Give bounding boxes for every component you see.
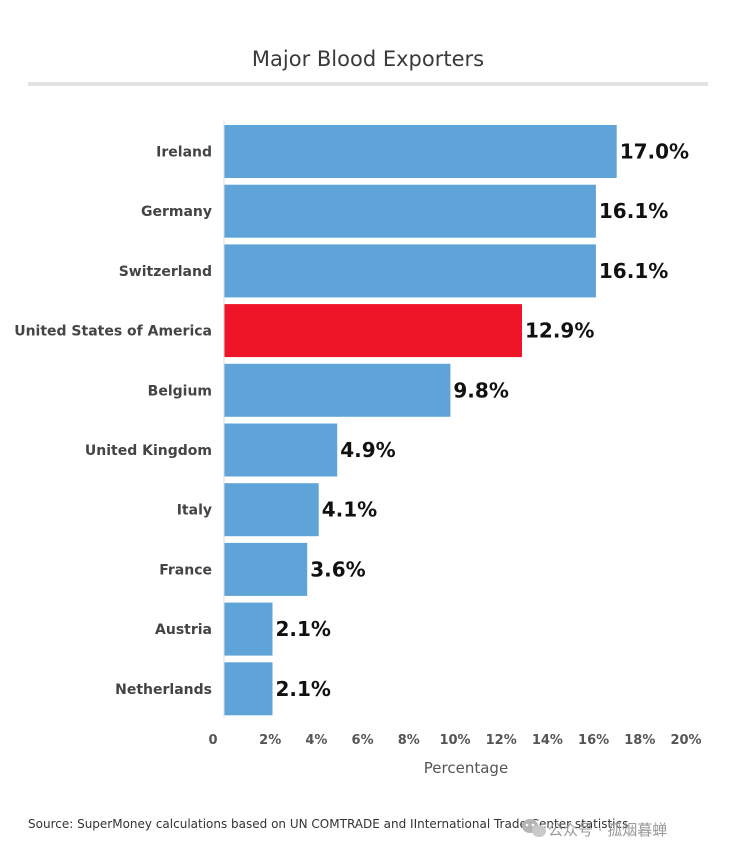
x-tick-label-2: 2% xyxy=(259,733,281,748)
category-label-united-states-of-america: United States of America xyxy=(14,324,212,340)
value-label-ireland: 17.0% xyxy=(620,140,689,164)
watermark-text: 公众号 · 孤烟暮蝉 xyxy=(548,821,667,839)
x-axis-title: Percentage xyxy=(424,759,508,777)
bar-austria xyxy=(224,602,273,656)
value-label-united-states-of-america: 12.9% xyxy=(525,319,594,343)
value-label-netherlands: 2.1% xyxy=(276,677,331,701)
x-tick-label-4: 4% xyxy=(305,733,327,748)
x-tick-label-6: 6% xyxy=(352,733,374,748)
x-tick-label-16: 16% xyxy=(578,733,609,748)
category-label-france: France xyxy=(159,562,212,578)
x-tick-label-0: 0 xyxy=(208,733,217,748)
category-label-united-kingdom: United Kingdom xyxy=(85,443,212,459)
bar-netherlands xyxy=(224,662,273,716)
value-labels: 17.0% 16.1% 16.1% 12.9% 9.8% 4.9% 4.1% 3.6% 2.1%… xyxy=(276,140,690,701)
value-label-germany: 16.1% xyxy=(599,199,668,223)
category-label-ireland: Ireland xyxy=(156,145,212,161)
category-label-italy: Italy xyxy=(177,503,212,519)
x-axis-ticks: 0 2% 4% 6% 8% 10% 12% 14% 16% 18% 20% xyxy=(208,733,701,748)
wechat-icon xyxy=(522,819,546,837)
bars-group xyxy=(224,125,617,716)
bar-united-kingdom xyxy=(224,423,338,477)
category-label-austria: Austria xyxy=(155,622,212,638)
bar-france xyxy=(224,542,308,596)
value-label-belgium: 9.8% xyxy=(453,378,508,402)
bar-ireland xyxy=(224,125,617,178)
x-tick-label-14: 14% xyxy=(532,733,563,748)
x-tick-label-10: 10% xyxy=(439,733,470,748)
category-label-switzerland: Switzerland xyxy=(119,264,212,280)
title-underline xyxy=(28,82,708,86)
category-label-germany: Germany xyxy=(141,204,212,220)
bar-switzerland xyxy=(224,244,596,298)
x-tick-label-20: 20% xyxy=(670,733,701,748)
value-label-italy: 4.1% xyxy=(322,498,377,522)
bar-italy xyxy=(224,483,319,537)
category-label-netherlands: Netherlands xyxy=(115,682,212,698)
category-label-belgium: Belgium xyxy=(148,383,212,399)
value-label-austria: 2.1% xyxy=(276,617,331,641)
chart-title: Major Blood Exporters xyxy=(252,47,484,71)
value-label-france: 3.6% xyxy=(310,557,365,581)
value-label-united-kingdom: 4.9% xyxy=(340,438,395,462)
watermark: 公众号 · 孤烟暮蝉 xyxy=(522,819,667,839)
source-note: Source: SuperMoney calculations based on… xyxy=(28,817,628,831)
x-tick-label-8: 8% xyxy=(398,733,420,748)
x-tick-label-18: 18% xyxy=(624,733,655,748)
value-label-switzerland: 16.1% xyxy=(599,259,668,283)
category-labels: Ireland Germany Switzerland United States o… xyxy=(14,145,212,698)
x-tick-label-12: 12% xyxy=(486,733,517,748)
bar-united-states-of-america xyxy=(224,304,522,358)
bar-belgium xyxy=(224,363,451,417)
bar-germany xyxy=(224,184,596,238)
